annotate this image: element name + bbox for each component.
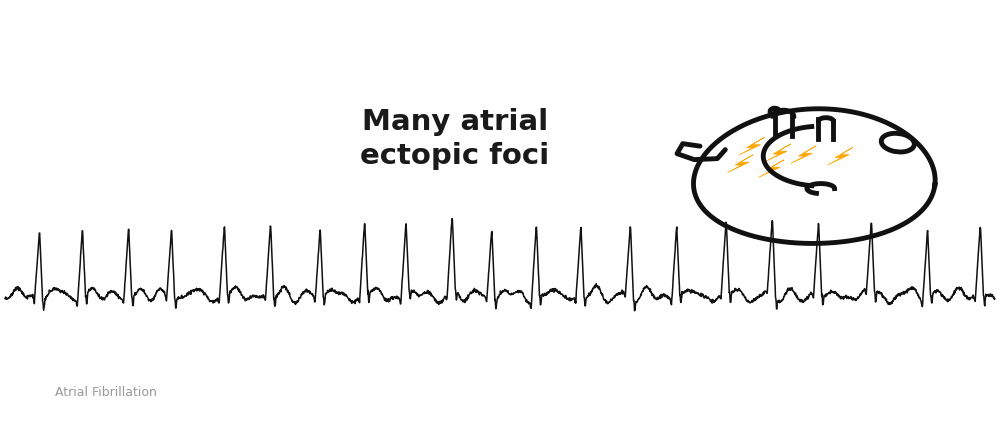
Polygon shape bbox=[759, 160, 784, 178]
Polygon shape bbox=[828, 148, 853, 165]
Text: Atrial Fibrillation: Atrial Fibrillation bbox=[55, 386, 157, 399]
Polygon shape bbox=[791, 146, 816, 164]
Polygon shape bbox=[728, 155, 753, 172]
Polygon shape bbox=[766, 144, 791, 161]
Text: Many atrial
ectopic foci: Many atrial ectopic foci bbox=[360, 108, 550, 170]
Polygon shape bbox=[739, 138, 764, 155]
